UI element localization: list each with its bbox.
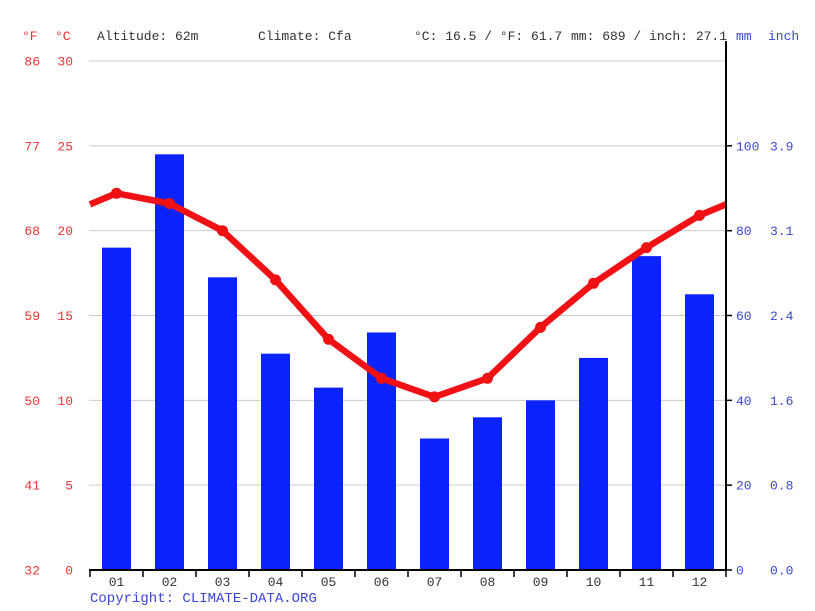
- precip-bar-10[interactable]: [579, 357, 608, 570]
- month-label-01: 01: [109, 575, 125, 590]
- axis-label-f: 32: [24, 564, 40, 579]
- precip-bars: [102, 154, 714, 571]
- temp-point-11[interactable]: [641, 242, 652, 254]
- temp-point-04[interactable]: [270, 274, 281, 286]
- month-label-06: 06: [374, 575, 390, 590]
- month-label-03: 03: [215, 575, 231, 590]
- axis-label-f: 77: [24, 139, 40, 154]
- axis-label-mm: 0: [736, 564, 744, 579]
- month-label-05: 05: [321, 575, 337, 590]
- copyright-line: Copyright: CLIMATE-DATA.ORG: [90, 591, 317, 607]
- temperature-line: [88, 187, 728, 403]
- precip-bar-02[interactable]: [155, 154, 184, 571]
- month-label-04: 04: [268, 575, 284, 590]
- axis-label-c: 30: [57, 55, 73, 70]
- precip-bar-01[interactable]: [102, 247, 131, 570]
- month-label-11: 11: [639, 575, 655, 590]
- month-label-10: 10: [586, 575, 602, 590]
- axis-label-c: 10: [57, 394, 73, 409]
- precip-bar-05[interactable]: [314, 387, 343, 570]
- temp-point-01[interactable]: [111, 187, 122, 199]
- temp-point-06[interactable]: [376, 372, 387, 384]
- axis-label-f: 50: [24, 394, 40, 409]
- precip-bar-04[interactable]: [261, 353, 290, 570]
- precip-bar-09[interactable]: [526, 400, 555, 570]
- axis-label-c: 25: [57, 139, 73, 154]
- copyright-label: Copyright:: [90, 591, 183, 607]
- axis-label-inch: 0.0: [770, 564, 793, 579]
- temp-point-08[interactable]: [482, 372, 493, 384]
- temperature-polyline: [88, 190, 728, 401]
- axis-label-inch: 1.6: [770, 394, 793, 409]
- axis-label-mm: 60: [736, 309, 752, 324]
- month-label-07: 07: [427, 575, 443, 590]
- temp-point-09[interactable]: [535, 321, 546, 333]
- right-axis-labels: 100 80 60 40 20 0 3.9 3.1 2.4 1.6 0.8 0.0: [736, 139, 794, 578]
- precip-bar-03[interactable]: [208, 277, 237, 570]
- axis-label-f: 86: [24, 55, 40, 70]
- precip-bar-12[interactable]: [685, 294, 714, 570]
- axis-label-c: 0: [65, 564, 73, 579]
- unit-fahrenheit-label: °F: [22, 29, 38, 44]
- axis-label-c: 15: [57, 309, 73, 324]
- month-label-12: 12: [692, 575, 708, 590]
- axis-label-f: 59: [24, 309, 40, 324]
- climate-class-text: Climate: Cfa: [258, 29, 352, 44]
- axis-label-c: 20: [57, 224, 73, 239]
- temp-point-05[interactable]: [323, 333, 334, 345]
- gridlines: [89, 60, 726, 486]
- month-label-08: 08: [480, 575, 496, 590]
- axis-label-mm: 100: [736, 139, 759, 154]
- axis-label-c: 5: [65, 479, 73, 494]
- axis-label-mm: 40: [736, 394, 752, 409]
- unit-celsius-label: °C: [55, 29, 71, 44]
- precip-summary: mm: 689 / inch: 27.1: [571, 29, 728, 44]
- precip-bar-11[interactable]: [632, 256, 661, 570]
- temp-point-02[interactable]: [164, 198, 175, 209]
- unit-inch-label: inch: [768, 29, 800, 44]
- axis-label-f: 68: [24, 224, 40, 239]
- month-label-09: 09: [533, 575, 549, 590]
- axis-label-inch: 3.9: [770, 139, 793, 154]
- avg-temp-summary: °C: 16.5 / °F: 61.7: [414, 29, 563, 44]
- altitude-text: Altitude: 62m: [97, 29, 199, 44]
- temp-point-10[interactable]: [588, 277, 599, 289]
- axis-label-inch: 2.4: [770, 309, 794, 324]
- axis-label-f: 41: [24, 479, 40, 494]
- temp-point-12[interactable]: [694, 209, 705, 221]
- temp-point-07[interactable]: [429, 391, 440, 403]
- precip-bar-08[interactable]: [473, 417, 502, 570]
- axes: [89, 41, 732, 577]
- temp-point-03[interactable]: [217, 225, 228, 237]
- unit-mm-label: mm: [736, 29, 752, 44]
- axis-label-inch: 3.1: [770, 224, 794, 239]
- month-labels: 01 02 03 04 05 06 07 08 09 10 11 12: [109, 575, 708, 590]
- month-label-02: 02: [162, 575, 178, 590]
- precip-bar-07[interactable]: [420, 438, 449, 570]
- axis-label-inch: 0.8: [770, 479, 793, 494]
- axis-label-mm: 20: [736, 479, 752, 494]
- axis-label-mm: 80: [736, 224, 752, 239]
- copyright-link[interactable]: CLIMATE-DATA.ORG: [182, 591, 317, 607]
